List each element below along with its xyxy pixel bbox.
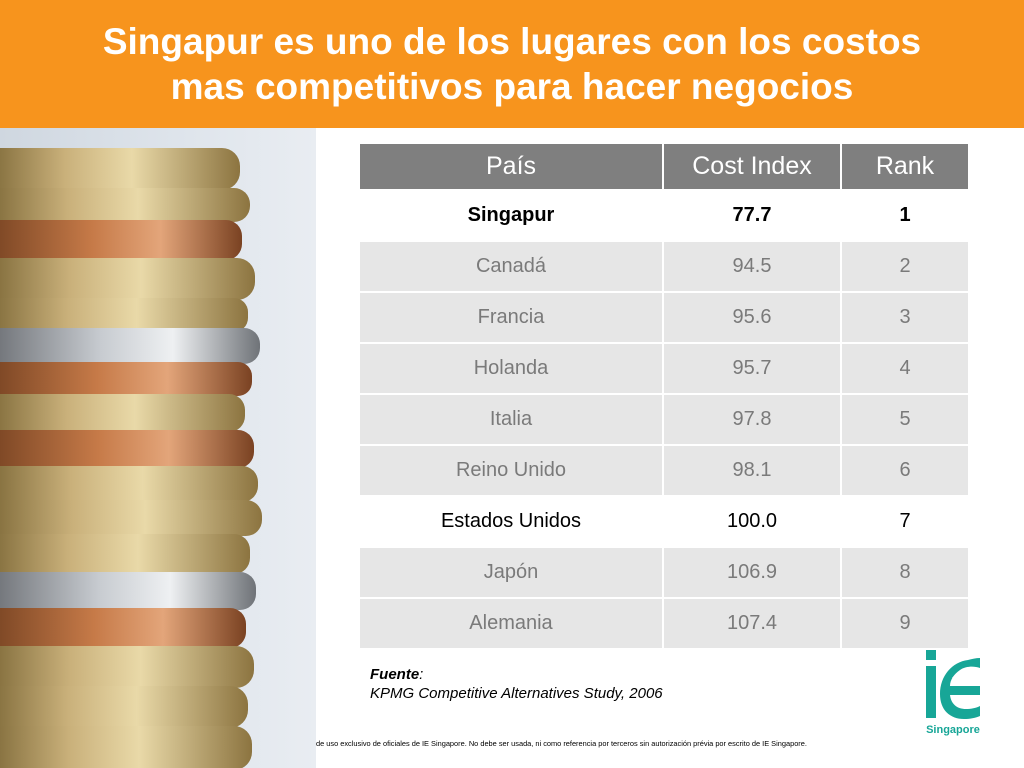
column-header-cost-index: Cost Index — [664, 144, 840, 189]
cell-pais: Estados Unidos — [360, 497, 662, 546]
cell-cost-index: 94.5 — [664, 242, 840, 291]
cell-rank: 7 — [842, 497, 968, 546]
table-row: Alemania 107.4 9 — [360, 599, 968, 648]
table-row: Reino Unido 98.1 6 — [360, 446, 968, 495]
source-colon: : — [419, 666, 424, 683]
cell-cost-index: 77.7 — [664, 191, 840, 240]
cost-index-table: País Cost Index Rank Singapur 77.7 1 Can… — [358, 142, 970, 650]
ie-logo-subtitle: Singapore — [926, 724, 980, 736]
cell-cost-index: 106.9 — [664, 548, 840, 597]
cell-pais: Francia — [360, 293, 662, 342]
title-line-1: Singapur es uno de los lugares con los c… — [102, 21, 922, 62]
cell-rank: 3 — [842, 293, 968, 342]
source-label: Fuente — [370, 666, 420, 683]
table-header-row: País Cost Index Rank — [360, 144, 968, 189]
cell-pais: Holanda — [360, 344, 662, 393]
cell-pais: Japón — [360, 548, 662, 597]
cell-pais: Alemania — [360, 599, 662, 648]
cell-rank: 6 — [842, 446, 968, 495]
title-line-2: mas competitivos para hacer negocios — [170, 66, 854, 107]
footer-disclaimer: de uso exclusivo de oficiales de IE Sing… — [316, 739, 807, 748]
cell-rank: 4 — [842, 344, 968, 393]
coin-stack-photo — [0, 128, 316, 768]
cell-cost-index: 98.1 — [664, 446, 840, 495]
page-title: Singapur es uno de los lugares con los c… — [32, 19, 992, 109]
table-row: Francia 95.6 3 — [360, 293, 968, 342]
column-header-rank: Rank — [842, 144, 968, 189]
cell-cost-index: 95.7 — [664, 344, 840, 393]
cell-rank: 8 — [842, 548, 968, 597]
cell-rank: 2 — [842, 242, 968, 291]
cell-pais: Singapur — [360, 191, 662, 240]
source-text: KPMG Competitive Alternatives Study, 200… — [370, 685, 663, 702]
cell-rank: 5 — [842, 395, 968, 444]
cell-cost-index: 107.4 — [664, 599, 840, 648]
cell-pais: Canadá — [360, 242, 662, 291]
table-row: Singapur 77.7 1 — [360, 191, 968, 240]
source-note: Fuente: KPMG Competitive Alternatives St… — [370, 665, 663, 703]
cell-rank: 1 — [842, 191, 968, 240]
title-banner: Singapur es uno de los lugares con los c… — [0, 0, 1024, 128]
cell-cost-index: 95.6 — [664, 293, 840, 342]
cell-cost-index: 100.0 — [664, 497, 840, 546]
cell-rank: 9 — [842, 599, 968, 648]
cell-cost-index: 97.8 — [664, 395, 840, 444]
table-row: Italia 97.8 5 — [360, 395, 968, 444]
ie-logo: Singapore — [918, 648, 988, 743]
table-row: Estados Unidos 100.0 7 — [360, 497, 968, 546]
table-row: Holanda 95.7 4 — [360, 344, 968, 393]
table-row: Canadá 94.5 2 — [360, 242, 968, 291]
column-header-pais: País — [360, 144, 662, 189]
cell-pais: Reino Unido — [360, 446, 662, 495]
table-row: Japón 106.9 8 — [360, 548, 968, 597]
ie-logo-mark — [926, 650, 980, 719]
cell-pais: Italia — [360, 395, 662, 444]
